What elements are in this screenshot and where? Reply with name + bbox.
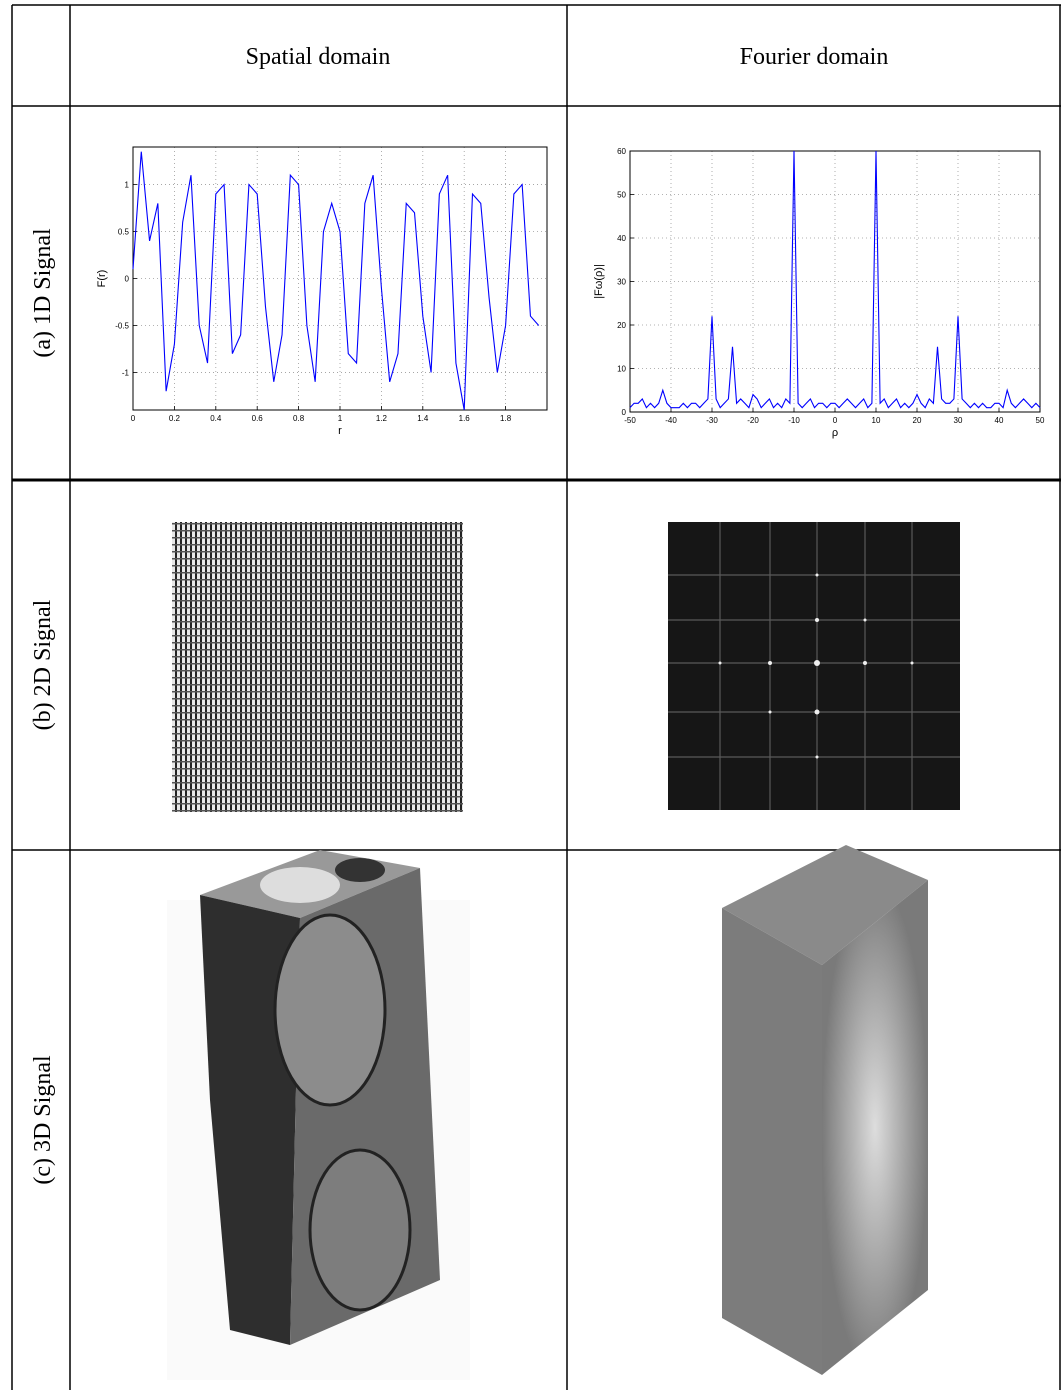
x-tick-label: -40 (665, 416, 677, 425)
data-line (132, 151, 540, 411)
spatial-2d-image (172, 522, 463, 812)
y-tick-label: 50 (617, 191, 626, 200)
y-tick-label: 0.5 (118, 228, 130, 237)
x-tick-label: 0.2 (169, 414, 181, 423)
x-axis-label: ρ (832, 427, 838, 439)
x-tick-label: 0.6 (252, 414, 264, 423)
plot-frame (629, 150, 1041, 413)
plot-area (133, 147, 547, 410)
fourier-3d-image (722, 845, 928, 1375)
table-borders (11, 4, 1061, 1390)
y-tick-label: 20 (617, 321, 626, 330)
x-tick-label: 10 (872, 416, 881, 425)
row-label: (c) 3D Signal (30, 1055, 56, 1185)
x-tick-label: 0.8 (293, 414, 305, 423)
y-tick-label: -1 (122, 368, 130, 377)
y-tick-label: -0.5 (115, 321, 129, 330)
x-tick-label: 1.8 (500, 414, 512, 423)
x-tick-label: 40 (995, 416, 1004, 425)
y-tick-label: 40 (617, 234, 626, 243)
y-tick-label: 0 (622, 408, 627, 417)
x-tick-label: -50 (624, 416, 636, 425)
data-line (629, 150, 1041, 409)
y-axis-label: F(r) (96, 270, 108, 288)
column-header: Fourier domain (740, 44, 889, 70)
x-tick-label: 0 (833, 416, 838, 425)
plot-frame (132, 146, 548, 411)
x-tick-label: 1.4 (417, 414, 429, 423)
fourier-2d-image (668, 522, 960, 810)
x-axis-label: r (338, 425, 342, 437)
x-tick-label: 50 (1036, 416, 1045, 425)
x-tick-label: 20 (913, 416, 922, 425)
row-label: (b) 2D Signal (30, 599, 56, 730)
x-tick-label: 0.4 (210, 414, 222, 423)
x-tick-label: -20 (747, 416, 759, 425)
y-tick-label: 1 (125, 181, 130, 190)
y-tick-label: 30 (617, 278, 626, 287)
x-tick-label: 30 (954, 416, 963, 425)
x-tick-label: -10 (788, 416, 800, 425)
y-axis-label: |Fω(ρ)| (593, 264, 605, 299)
spatial-3d-image (167, 850, 470, 1380)
row-label: (a) 1D Signal (30, 228, 56, 358)
x-tick-label: 0 (131, 414, 136, 423)
y-tick-label: 0 (125, 275, 130, 284)
x-tick-label: 1.6 (459, 414, 471, 423)
x-tick-label: 1.2 (376, 414, 388, 423)
column-header: Spatial domain (246, 44, 391, 70)
x-tick-label: 1 (338, 414, 343, 423)
x-tick-label: -30 (706, 416, 718, 425)
y-tick-label: 60 (617, 147, 626, 156)
y-tick-label: 10 (617, 365, 626, 374)
